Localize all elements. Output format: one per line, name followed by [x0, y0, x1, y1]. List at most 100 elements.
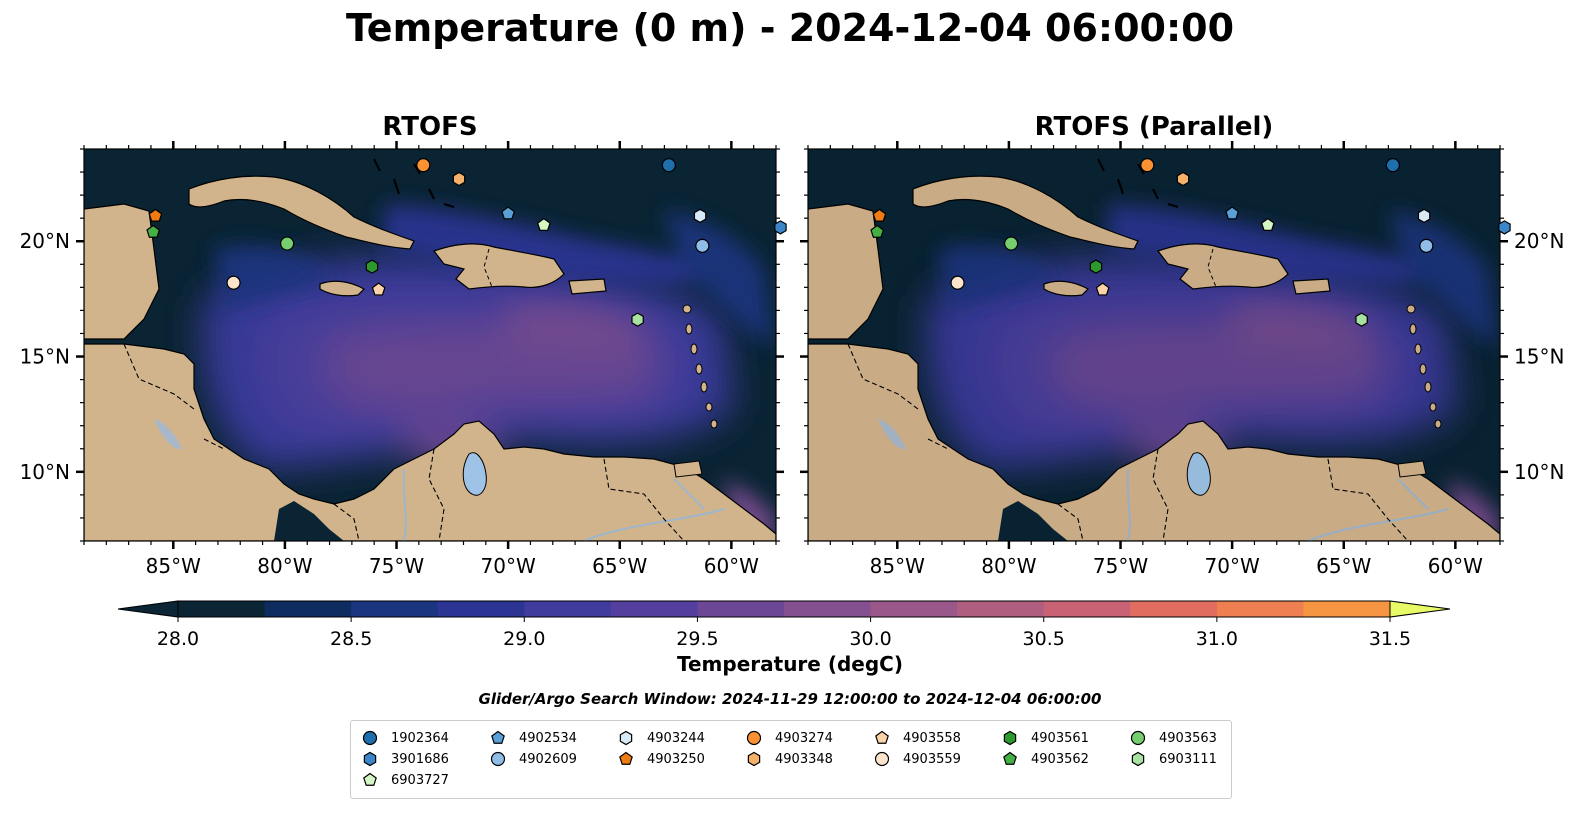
- colorbar-segment: [957, 601, 1045, 617]
- colorbar-segment: [870, 601, 958, 617]
- figure-title: Temperature (0 m) - 2024-12-04 06:00:00: [345, 6, 1235, 50]
- circle-marker-icon: [490, 751, 506, 767]
- colorbar-tick-label: 30.0: [849, 628, 891, 650]
- legend-label: 6903111: [1159, 751, 1217, 767]
- legend-label: 4902609: [519, 751, 577, 767]
- legend-label: 4903250: [647, 751, 705, 767]
- pentagon-marker-icon: [491, 730, 505, 744]
- legend-label: 4903244: [647, 730, 705, 746]
- colorbar-tick-label: 30.5: [1023, 628, 1065, 650]
- hexagon-marker-icon: [1131, 751, 1145, 767]
- lon-tick-label: 70°W: [1205, 554, 1260, 578]
- search-window-text: Glider/Argo Search Window: 2024-11-29 12…: [478, 690, 1102, 708]
- float-marker-4903244: [693, 208, 707, 224]
- lat-tick-label: 20°N: [1514, 229, 1564, 253]
- float-marker-1902364: [1385, 158, 1400, 173]
- legend-item-6903111: 6903111: [1127, 749, 1217, 769]
- colorbar-segment: [1043, 601, 1131, 617]
- temperature-colorbar: 28.0 28.5 29.0 29.5 30.0 30.5 31.0 31.5: [117, 600, 1451, 650]
- float-marker-6903111: [631, 312, 644, 327]
- circle-marker-icon: [746, 730, 762, 746]
- float-marker-4903559: [950, 275, 965, 290]
- legend-label: 4903559: [903, 751, 961, 767]
- float-marker-3901686: [774, 220, 787, 235]
- float-marker-4903244: [1417, 208, 1431, 224]
- colorbar-segment: [437, 601, 525, 617]
- legend-item-4903561: 4903561: [999, 728, 1089, 748]
- lon-tick-label: 85°W: [146, 554, 201, 578]
- pentagon-marker-icon: [1003, 751, 1017, 765]
- colorbar-tick-label: 28.0: [157, 628, 199, 650]
- float-marker-6903727: [1260, 217, 1275, 231]
- float-marker-4902534: [1225, 206, 1240, 220]
- legend-label: 4903274: [775, 730, 833, 746]
- colorbar-tick-label: 29.0: [503, 628, 545, 650]
- panel-title-rtofs-parallel: RTOFS (Parallel): [1034, 112, 1274, 142]
- pentagon-marker-icon: [363, 772, 377, 786]
- legend-item-4903563: 4903563: [1127, 728, 1217, 748]
- colorbar-segment: [697, 601, 785, 617]
- colorbar-segment: [1130, 601, 1218, 617]
- float-legend: 1902364 3901686 4902534 4902609 4903244 49032…: [350, 720, 1232, 799]
- float-marker-4903562: [870, 224, 885, 238]
- lat-tick-label: 15°N: [20, 345, 70, 369]
- panel-title-rtofs: RTOFS: [382, 112, 478, 142]
- float-marker-4903348: [1176, 171, 1190, 187]
- float-marker-4903562: [146, 224, 161, 238]
- legend-item-4903348: 4903348: [743, 749, 833, 769]
- legend-label: 4903348: [775, 751, 833, 767]
- hexagon-marker-icon: [1003, 730, 1017, 746]
- hexagon-marker-icon: [747, 751, 761, 767]
- float-marker-4902534: [501, 206, 516, 220]
- hexagon-marker-icon: [363, 751, 377, 767]
- colorbar-segment: [178, 601, 266, 617]
- float-marker-4902609: [695, 238, 710, 253]
- colorbar-segment: [351, 601, 439, 617]
- float-marker-4903558: [1095, 282, 1110, 296]
- legend-label: 4903563: [1159, 730, 1217, 746]
- legend-item-4903559: 4903559: [871, 749, 961, 769]
- legend-label: 4903562: [1031, 751, 1089, 767]
- legend-label: 1902364: [391, 730, 449, 746]
- float-marker-4903559: [226, 275, 241, 290]
- colorbar-segment: [264, 601, 352, 617]
- float-marker-4903348: [452, 171, 466, 187]
- legend-item-4902534: 4902534: [487, 728, 577, 748]
- colorbar-tick-label: 28.5: [330, 628, 372, 650]
- float-marker-4903274: [1140, 158, 1155, 173]
- lon-tick-label: 60°W: [1428, 554, 1483, 578]
- float-marker-4903563: [280, 236, 295, 251]
- lon-tick-label: 70°W: [481, 554, 536, 578]
- float-marker-4903563: [1004, 236, 1019, 251]
- colorbar-extend-low: [117, 600, 179, 618]
- float-marker-4903558: [371, 282, 386, 296]
- legend-label: 4902534: [519, 730, 577, 746]
- colorbar-segment: [524, 601, 612, 617]
- legend-item-4903244: 4903244: [615, 728, 705, 748]
- pentagon-marker-icon: [619, 751, 633, 765]
- lat-tick-label: 15°N: [1514, 345, 1564, 369]
- lon-tick-label: 75°W: [369, 554, 424, 578]
- lat-tick-label: 10°N: [20, 460, 70, 484]
- legend-item-1902364: 1902364: [359, 728, 449, 748]
- float-marker-4902609: [1419, 238, 1434, 253]
- lon-tick-label: 80°W: [257, 554, 312, 578]
- legend-item-4902609: 4902609: [487, 749, 577, 769]
- float-marker-4903250: [872, 208, 887, 222]
- colorbar-segment: [1303, 601, 1391, 617]
- legend-label: 6903727: [391, 772, 449, 788]
- map-panel-rtofs-parallel: 85°W 80°W 75°W 70°W 65°W 60°W 10°N 15°N 20°N: [800, 141, 1564, 578]
- colorbar-tick-label: 29.5: [676, 628, 718, 650]
- colorbar-extend-high: [1389, 600, 1451, 618]
- float-marker-6903727: [536, 217, 551, 231]
- legend-item-4903250: 4903250: [615, 749, 705, 769]
- legend-item-4903562: 4903562: [999, 749, 1089, 769]
- float-marker-4903274: [416, 158, 431, 173]
- lon-tick-label: 65°W: [592, 554, 647, 578]
- legend-item-3901686: 3901686: [359, 749, 449, 769]
- circle-marker-icon: [874, 751, 890, 767]
- legend-label: 3901686: [391, 751, 449, 767]
- map-panel-rtofs: 85°W 80°W 75°W 70°W 65°W 60°W 10°N 15°N 20°N: [20, 141, 787, 578]
- lon-tick-label: 75°W: [1093, 554, 1148, 578]
